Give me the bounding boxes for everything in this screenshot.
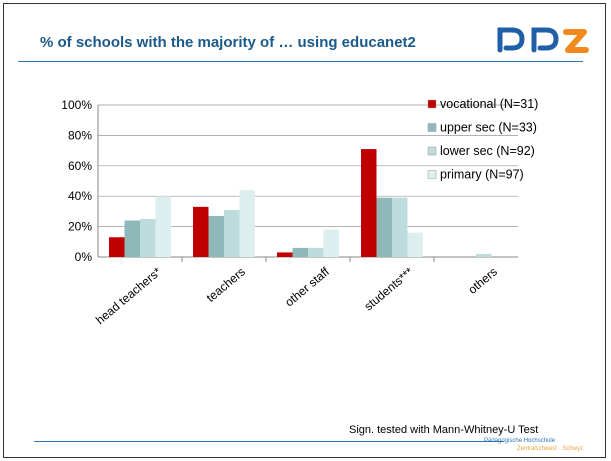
school-logo-icon [497,27,589,53]
legend-swatch [427,146,437,156]
bar [124,220,140,257]
y-tick-label: 40% [68,189,92,203]
legend-label: vocational (N=31) [440,97,538,111]
x-tick-label: students*** [361,264,416,313]
bar [361,149,377,257]
y-tick-label: 100% [61,98,92,112]
bar [323,229,339,257]
bar [292,247,308,257]
legend-label: upper sec (N=33) [440,121,537,135]
footer-divider [34,441,504,442]
footer-note: Sign. tested with Mann-Whitney-U Test [349,424,539,436]
legend-label: lower sec (N=92) [440,144,535,158]
x-tick-label: teachers [204,265,248,305]
legend-swatch [427,170,437,179]
y-tick-label: 20% [68,220,92,234]
brand-line-2: Zentralschweiz · Schwyz [517,446,584,452]
bar [224,209,240,257]
bar [239,190,255,257]
x-tick-label: other staff [282,264,332,309]
bar [407,232,423,257]
bar [308,247,324,257]
bar [476,253,492,257]
bar [208,215,224,257]
y-tick-label: 60% [68,159,92,173]
bar [193,206,209,257]
brand-line-1: Pädagogische Hochschule [484,438,556,444]
x-tick-label: head teachers* [93,264,164,327]
legend-swatch [427,123,437,132]
bar [140,219,156,257]
bar [109,237,125,257]
slide: % of schools with the majority of … usin… [3,3,606,458]
bar [277,252,293,257]
legend-swatch [427,99,437,109]
legend-label: primary (N=97) [440,168,524,182]
bar [376,197,392,257]
bar [155,196,171,257]
y-tick-label: 0% [75,250,93,264]
title-divider [18,61,583,62]
slide-title: % of schools with the majority of … usin… [40,34,416,51]
x-tick-label: others [465,265,500,297]
y-tick-label: 80% [68,128,92,142]
bar [392,197,408,257]
